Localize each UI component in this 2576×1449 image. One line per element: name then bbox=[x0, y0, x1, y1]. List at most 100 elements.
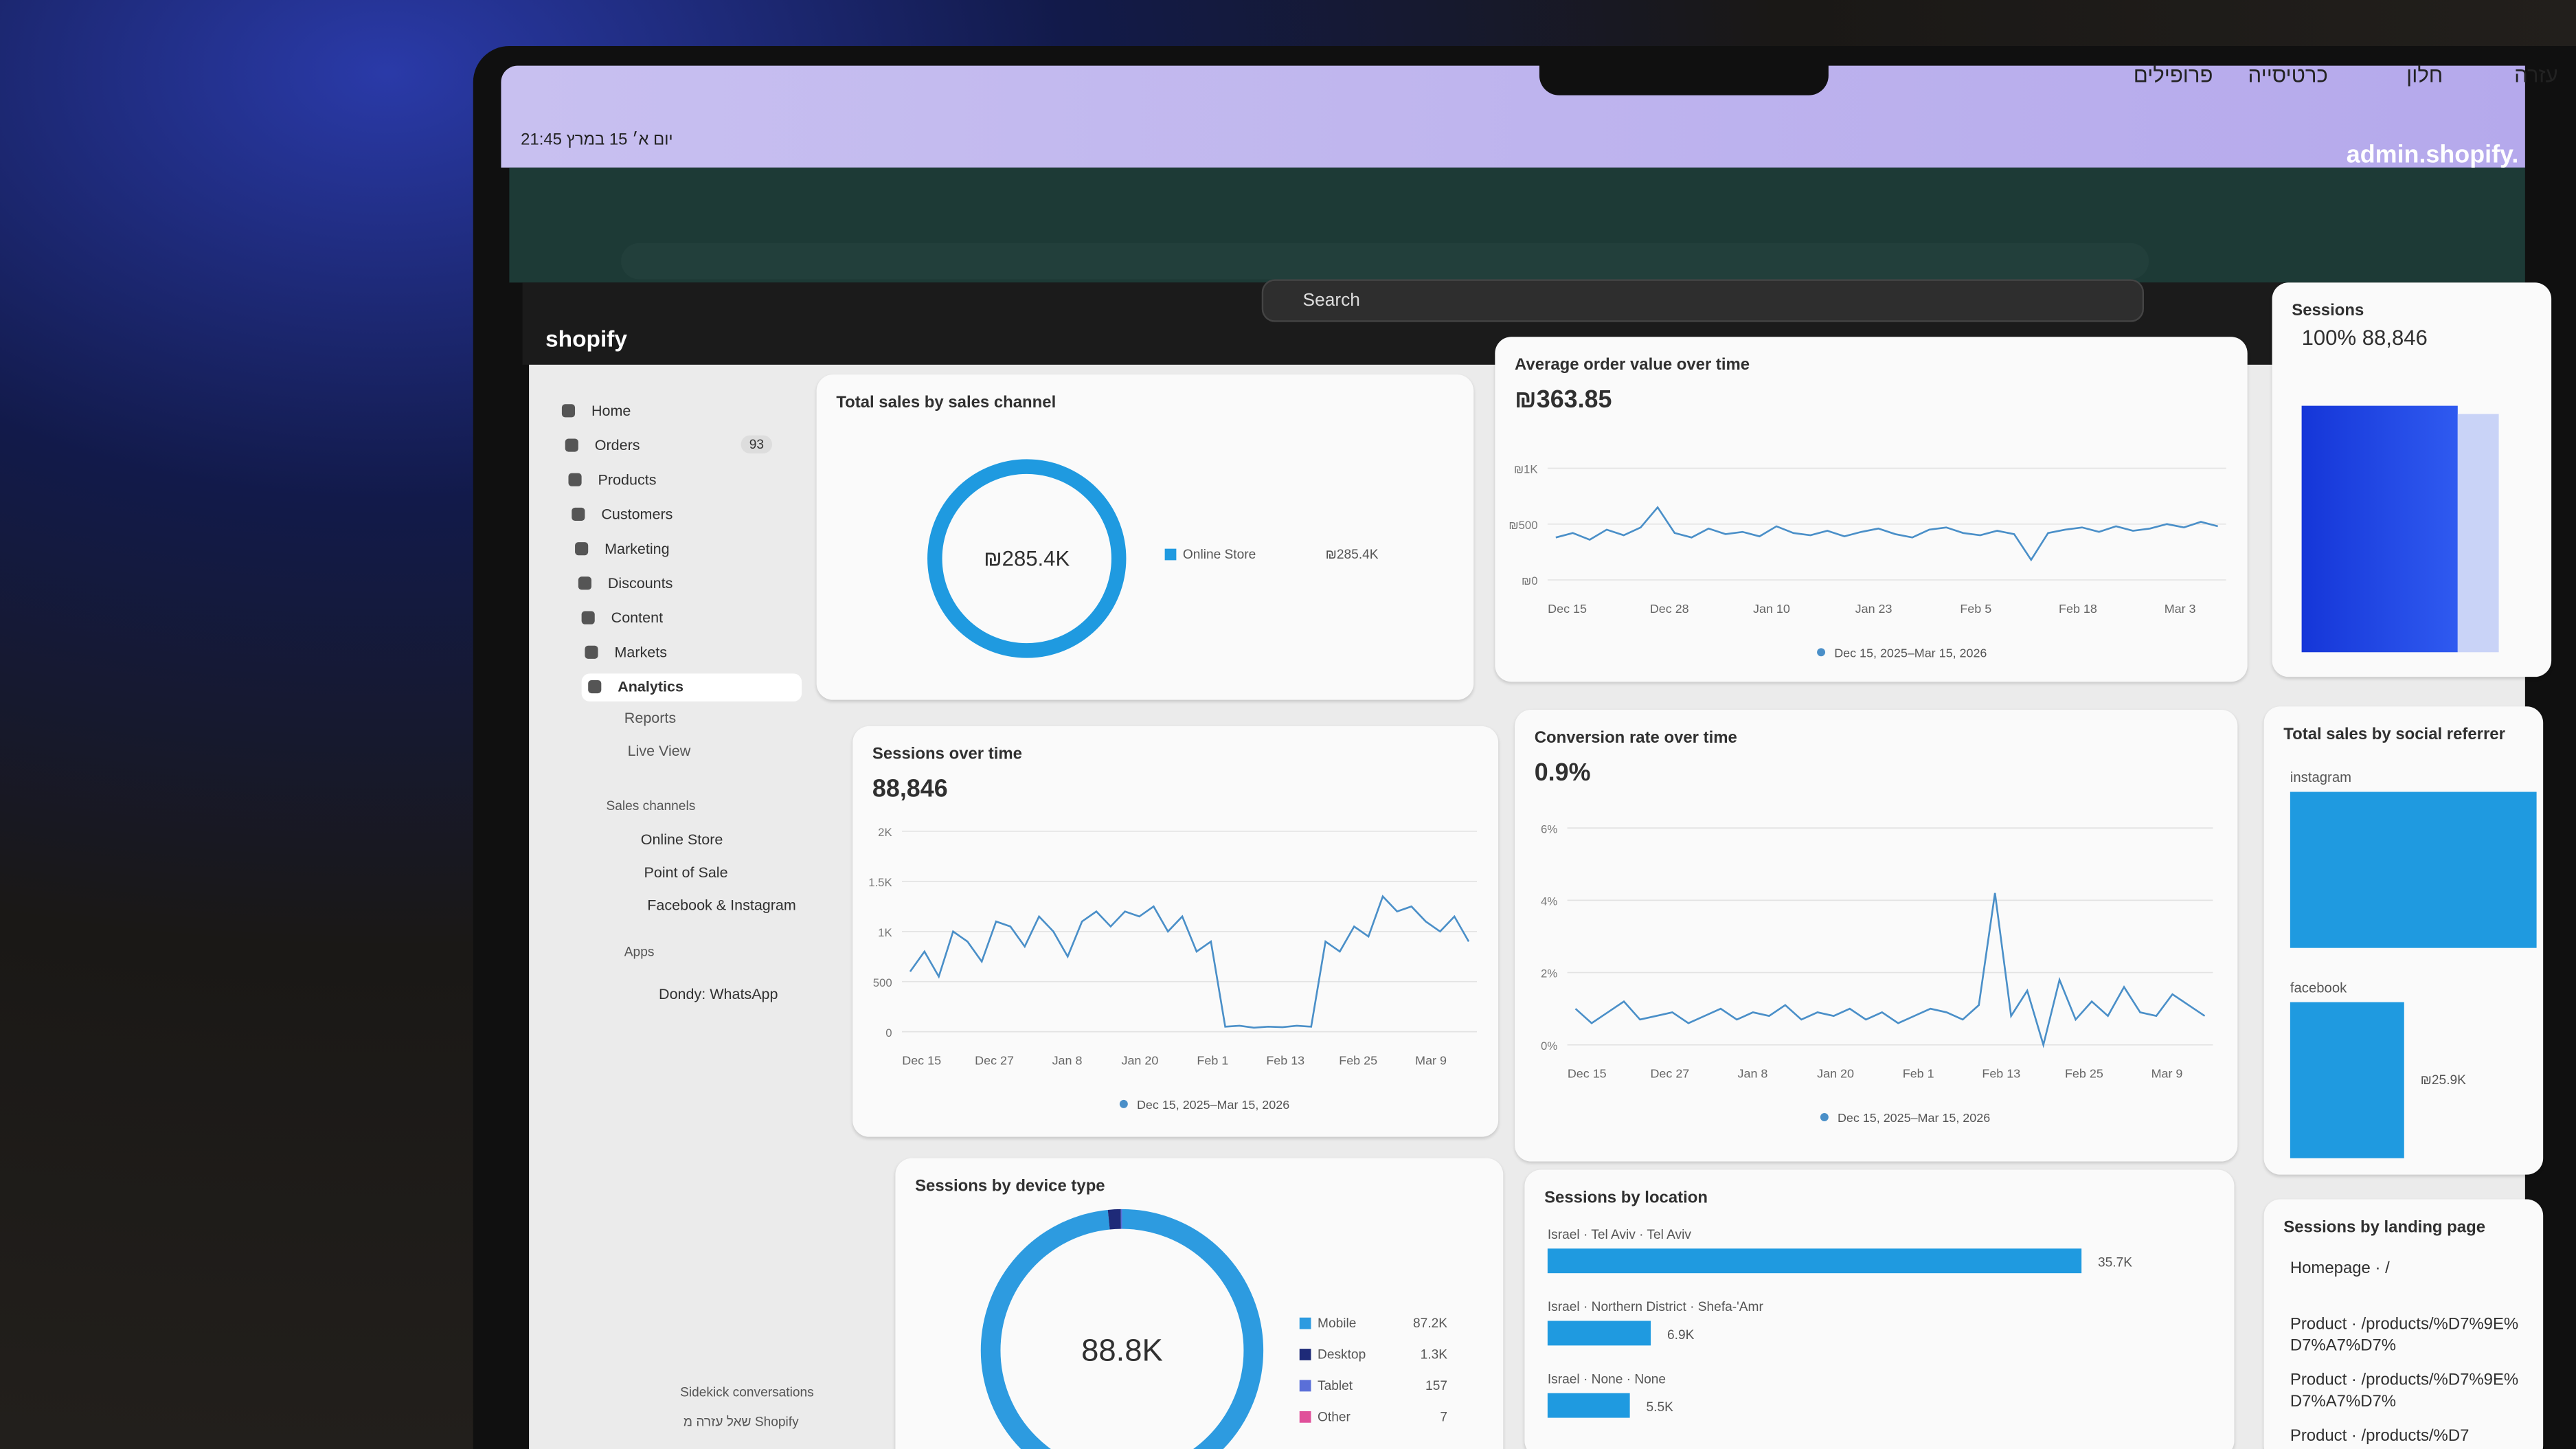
menu-item[interactable]: פרופילים bbox=[2133, 62, 2213, 87]
y-tick-label: 6% bbox=[1541, 822, 1557, 835]
landing-row[interactable]: Product · /products/%D7%9E%D7%A7%D7% bbox=[2290, 1316, 2519, 1356]
nav-icon bbox=[565, 438, 578, 452]
landing-row[interactable]: Product · /products/%D7%9E%D7%A7%D7% bbox=[2290, 1371, 2519, 1412]
bar-decoration bbox=[2301, 405, 2458, 653]
x-tick-label: Feb 18 bbox=[2059, 602, 2097, 616]
menu-item[interactable]: כרטיסייה bbox=[2248, 62, 2328, 87]
card: Sessions by device type Mobile 87.2K Deskto… bbox=[895, 1158, 1504, 1449]
x-tick-label: Jan 20 bbox=[1122, 1053, 1159, 1067]
nav-icon bbox=[572, 507, 585, 521]
address-bar[interactable] bbox=[621, 243, 2149, 280]
card-title[interactable]: Sessions by landing page bbox=[2283, 1219, 2486, 1237]
y-tick-label: 4% bbox=[1541, 895, 1557, 908]
clock: 21:45 יום א׳ 15 במרץ bbox=[521, 131, 673, 150]
legend-label: Dec 15, 2025–Mar 15, 2026 bbox=[1834, 646, 1987, 660]
donut-center: ₪285.4K bbox=[984, 546, 1070, 570]
card-title[interactable]: Total sales by sales channel bbox=[836, 394, 1057, 413]
x-tick-label: Jan 10 bbox=[1753, 602, 1790, 616]
nav-app[interactable]: Dondy: WhatsApp bbox=[659, 985, 778, 1002]
total-value: 88,846 bbox=[872, 775, 948, 804]
bar-label: facebook bbox=[2290, 980, 2347, 996]
total-value: ₪363.85 bbox=[1515, 385, 1612, 414]
card-title[interactable]: Sessions over time bbox=[872, 745, 1022, 764]
nav-icon bbox=[585, 645, 598, 659]
bar bbox=[1547, 1393, 1630, 1418]
search-box[interactable]: Search bbox=[1261, 279, 2145, 322]
url: admin.shopify. bbox=[2346, 141, 2519, 170]
legend-value: 1.3K bbox=[1421, 1347, 1448, 1362]
nav-item[interactable]: Customers bbox=[565, 501, 802, 529]
search-placeholder: Search bbox=[1302, 291, 1360, 311]
nav-subitem[interactable]: Live View bbox=[627, 742, 691, 759]
nav-item[interactable]: Orders 93 bbox=[558, 432, 802, 460]
y-tick-label: 0% bbox=[1541, 1040, 1557, 1053]
nav-channel[interactable]: Online Store bbox=[640, 831, 723, 848]
menu-bar: 21:45 יום א׳ 15 במרץ עזרה חלון כרטיסייה פרו… bbox=[501, 62, 2558, 168]
legend-label: Dec 15, 2025–Mar 15, 2026 bbox=[1838, 1111, 1990, 1125]
legend-dot bbox=[1119, 1099, 1128, 1108]
bar-label: Israel · Northern District · Shefa-'Amr bbox=[1548, 1300, 1764, 1314]
donut-center: 88.8K bbox=[1081, 1333, 1163, 1368]
legend-swatch bbox=[1299, 1380, 1311, 1392]
nav-channel[interactable]: Facebook & Instagram bbox=[647, 897, 796, 914]
nav-icon bbox=[575, 542, 589, 556]
card-title[interactable]: Average order value over time bbox=[1515, 356, 1750, 375]
nav-section-title: Apps bbox=[624, 944, 655, 960]
legend-value: 7 bbox=[1440, 1410, 1447, 1424]
x-tick-label: Dec 27 bbox=[1650, 1067, 1689, 1081]
nav-item[interactable]: Markets bbox=[578, 639, 802, 667]
card-title[interactable]: Sessions by device type bbox=[915, 1178, 1105, 1196]
card-title[interactable]: Conversion rate over time bbox=[1534, 729, 1737, 748]
legend-label: Mobile bbox=[1318, 1316, 1356, 1331]
bar bbox=[1547, 1321, 1651, 1346]
bar-value: 5.5K bbox=[1647, 1400, 1674, 1415]
nav-item[interactable]: Marketing bbox=[568, 536, 802, 564]
donut-segment bbox=[927, 459, 1127, 658]
legend-value: 87.2K bbox=[1413, 1316, 1447, 1331]
x-tick-label: Mar 9 bbox=[2151, 1067, 2183, 1081]
nav-label: Products bbox=[598, 471, 657, 488]
y-tick-label: 0 bbox=[885, 1026, 892, 1040]
menu-item[interactable]: עזרה bbox=[2514, 62, 2558, 87]
nav-item[interactable]: Discounts bbox=[572, 570, 802, 598]
x-tick-label: Feb 1 bbox=[1197, 1053, 1228, 1067]
x-tick-label: Feb 1 bbox=[1903, 1067, 1934, 1081]
nav-footer[interactable]: Sidekick conversations bbox=[680, 1384, 814, 1400]
nav-section-title: Sales channels bbox=[606, 798, 696, 813]
donut-segment bbox=[980, 1209, 1264, 1449]
bar-value: 6.9K bbox=[1667, 1328, 1695, 1343]
nav-icon bbox=[588, 679, 602, 694]
card-title[interactable]: Sessions bbox=[2292, 302, 2364, 321]
card-title[interactable]: Total sales by social referrer bbox=[2283, 726, 2505, 745]
landing-row[interactable]: Homepage · / bbox=[2290, 1260, 2390, 1279]
legend-swatch bbox=[1299, 1349, 1311, 1360]
nav-item[interactable]: Content bbox=[575, 605, 802, 633]
card-title[interactable]: Sessions by location bbox=[1544, 1189, 1708, 1208]
x-tick-label: Dec 15 bbox=[1548, 602, 1587, 616]
card: Average order value over time ₪363.85 ₪0 ₪5… bbox=[1495, 337, 2248, 682]
card: Sessions by location Israel · Tel Aviv · … bbox=[1524, 1169, 2235, 1449]
nav-subitem[interactable]: Reports bbox=[624, 709, 677, 726]
chart: Mobile 87.2K Desktop 1.3K Tablet 157 Other 7 88.… bbox=[980, 1209, 1448, 1449]
x-tick-label: Feb 5 bbox=[1960, 602, 1991, 616]
nav-item[interactable]: Home bbox=[555, 398, 802, 426]
chart: instagram facebook ₪25.9K bbox=[2290, 770, 2537, 1158]
x-tick-label: Dec 27 bbox=[975, 1053, 1014, 1067]
line-series bbox=[1574, 892, 2206, 1048]
landing-row[interactable]: Product · /products/%D7 bbox=[2290, 1427, 2470, 1446]
y-tick-label: 500 bbox=[873, 976, 892, 989]
nav-channel[interactable]: Point of Sale bbox=[644, 864, 728, 881]
nav-item[interactable]: Products bbox=[562, 467, 802, 495]
legend-dot bbox=[1820, 1113, 1829, 1121]
card-value: 100% 88,846 bbox=[2301, 325, 2428, 350]
card: Sessions over time 88,846 0 500 1K 1.5K 2K Dec … bbox=[852, 726, 1499, 1137]
legend-label: Online Store bbox=[1183, 548, 1256, 562]
nav-item[interactable]: Analytics bbox=[581, 673, 802, 702]
legend-dot bbox=[1817, 648, 1826, 657]
nav-label: Content bbox=[611, 609, 664, 627]
menu-item[interactable]: חלון bbox=[2406, 62, 2443, 87]
legend-label: Tablet bbox=[1318, 1379, 1353, 1393]
bar-label: Israel · Tel Aviv · Tel Aviv bbox=[1548, 1228, 1692, 1242]
nav-footer[interactable]: שאל עזרה מ Shopify bbox=[683, 1414, 799, 1430]
y-tick-label: 1.5K bbox=[868, 876, 892, 889]
